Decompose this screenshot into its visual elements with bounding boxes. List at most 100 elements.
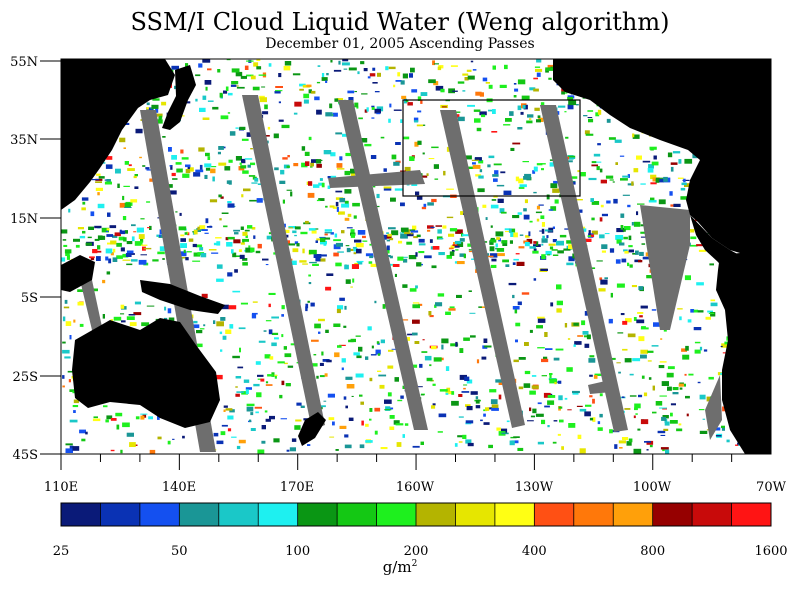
cloud-cell	[388, 118, 391, 123]
cloud-cell	[245, 234, 248, 238]
cloud-cell	[616, 283, 625, 288]
cloud-cell	[73, 238, 80, 242]
cloud-cell	[155, 113, 163, 117]
cloud-cell	[592, 267, 596, 269]
cloud-cell	[635, 250, 639, 255]
cloud-cell	[537, 402, 542, 405]
cloud-cell	[193, 229, 198, 235]
cloud-cell	[238, 439, 246, 444]
cloud-cell	[204, 163, 212, 168]
cloud-cell	[531, 385, 539, 389]
cloud-cell	[499, 208, 505, 214]
lon-label: 110E	[44, 480, 78, 495]
cloud-cell	[429, 239, 433, 243]
cloud-cell	[688, 373, 694, 376]
cloud-cell	[63, 306, 70, 309]
cloud-cell	[708, 376, 714, 380]
cloud-cell	[240, 75, 247, 79]
cloud-cell	[122, 195, 125, 201]
cloud-cell	[116, 424, 120, 430]
colorbar-swatch	[139, 503, 180, 526]
cloud-cell	[203, 324, 206, 327]
cloud-cell	[471, 159, 480, 161]
cloud-cell	[454, 443, 458, 447]
cloud-cell	[533, 88, 539, 92]
cloud-cell	[204, 174, 208, 179]
cloud-cell	[244, 158, 253, 160]
cloud-cell	[435, 225, 442, 227]
cloud-cell	[285, 383, 291, 387]
cloud-cell	[561, 446, 564, 450]
cloud-cell	[402, 319, 409, 321]
cloud-cell	[318, 182, 324, 186]
cloud-cell	[633, 221, 641, 227]
cloud-cell	[707, 310, 713, 313]
cloud-cell	[680, 196, 689, 200]
cloud-cell	[249, 199, 257, 202]
cloud-cell	[85, 242, 92, 246]
cloud-cell	[333, 252, 339, 257]
cloud-cell	[342, 59, 349, 62]
cloud-cell	[467, 442, 474, 447]
cloud-cell	[576, 405, 583, 407]
cloud-cell	[512, 294, 515, 299]
cloud-cell	[250, 162, 256, 166]
cloud-cell	[374, 91, 380, 93]
colorbar-swatch	[297, 503, 338, 526]
cloud-cell	[95, 187, 103, 191]
cloud-cell	[670, 166, 674, 172]
cloud-cell	[434, 63, 439, 65]
cloud-cell	[683, 178, 686, 183]
cloud-cell	[376, 112, 381, 115]
cloud-cell	[369, 255, 373, 259]
cloud-cell	[592, 398, 595, 404]
cloud-cell	[61, 229, 68, 234]
cloud-cell	[350, 229, 355, 234]
cloud-cell	[388, 66, 396, 70]
cloud-cell	[347, 213, 352, 217]
cloud-cell	[422, 339, 425, 341]
cloud-cell	[523, 208, 527, 212]
cloud-cell	[446, 387, 451, 392]
cloud-cell	[540, 102, 545, 106]
cloud-cell	[541, 375, 547, 377]
cloud-cell	[359, 394, 363, 397]
cloud-cell	[567, 155, 576, 159]
cloud-cell	[567, 338, 571, 340]
cloud-cell	[106, 156, 113, 160]
cloud-cell	[487, 407, 493, 410]
cloud-cell	[372, 82, 378, 84]
cloud-cell	[294, 234, 297, 237]
cloud-cell	[534, 66, 541, 68]
cloud-cell	[648, 377, 652, 380]
cloud-cell	[316, 375, 319, 379]
cloud-cell	[195, 74, 201, 77]
cloud-cell	[506, 420, 510, 423]
cloud-cell	[517, 79, 526, 85]
cloud-cell	[281, 334, 284, 338]
cloud-cell	[221, 304, 229, 310]
cloud-cell	[227, 272, 233, 277]
cloud-cell	[428, 158, 435, 160]
cloud-cell	[346, 247, 351, 253]
cloud-cell	[679, 387, 683, 390]
cloud-cell	[321, 351, 324, 356]
cloud-cell	[200, 253, 207, 258]
cloud-cell	[126, 241, 133, 245]
cloud-cell	[337, 345, 342, 348]
cloud-cell	[265, 381, 269, 384]
cloud-cell	[64, 299, 68, 304]
cloud-cell	[514, 88, 519, 92]
cloud-cell	[119, 230, 126, 235]
cloud-cell	[631, 181, 634, 186]
cloud-cell	[622, 229, 626, 232]
cloud-cell	[709, 45, 716, 48]
cloud-cell	[598, 288, 606, 292]
cloud-cell	[230, 84, 237, 87]
cloud-cell	[281, 124, 290, 129]
cloud-cell	[321, 182, 325, 188]
cloud-cell	[218, 146, 224, 150]
colorbar-swatch	[534, 503, 575, 526]
cloud-cell	[509, 111, 514, 116]
cloud-cell	[387, 263, 395, 266]
